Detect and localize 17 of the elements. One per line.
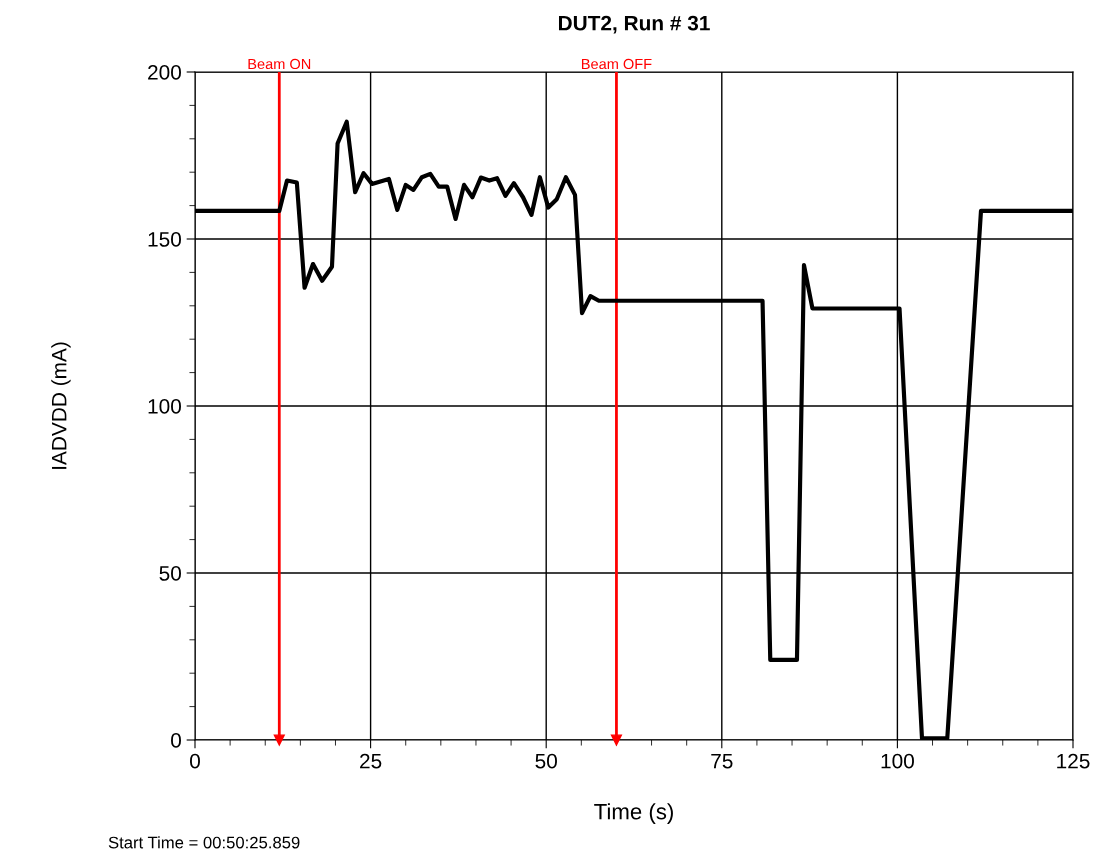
chart-title: DUT2, Run # 31 — [558, 15, 710, 34]
x-tick-label: 25 — [360, 753, 382, 769]
x-axis-title: Time (s) — [594, 803, 673, 824]
text: Start Time = 00:50:25.859 — [108, 836, 300, 849]
x-tick-label: 0 — [190, 753, 200, 769]
ref-line-label: Beam ON — [248, 58, 311, 70]
y-tick-label: 200 — [148, 65, 181, 80]
y-tick-label: 0 — [171, 733, 181, 748]
y-axis-title: IADVDD (mA) — [51, 342, 71, 469]
x-tick-label: 75 — [711, 753, 733, 769]
x-tick-label: 50 — [535, 753, 557, 769]
y-tick-label: 50 — [159, 566, 181, 581]
y-tick-label: 150 — [148, 232, 181, 247]
x-tick-label: 125 — [1057, 753, 1090, 769]
x-tick-label: 100 — [881, 753, 914, 769]
y-tick-label: 100 — [148, 399, 181, 414]
ref-line-label: Beam OFF — [581, 58, 652, 70]
